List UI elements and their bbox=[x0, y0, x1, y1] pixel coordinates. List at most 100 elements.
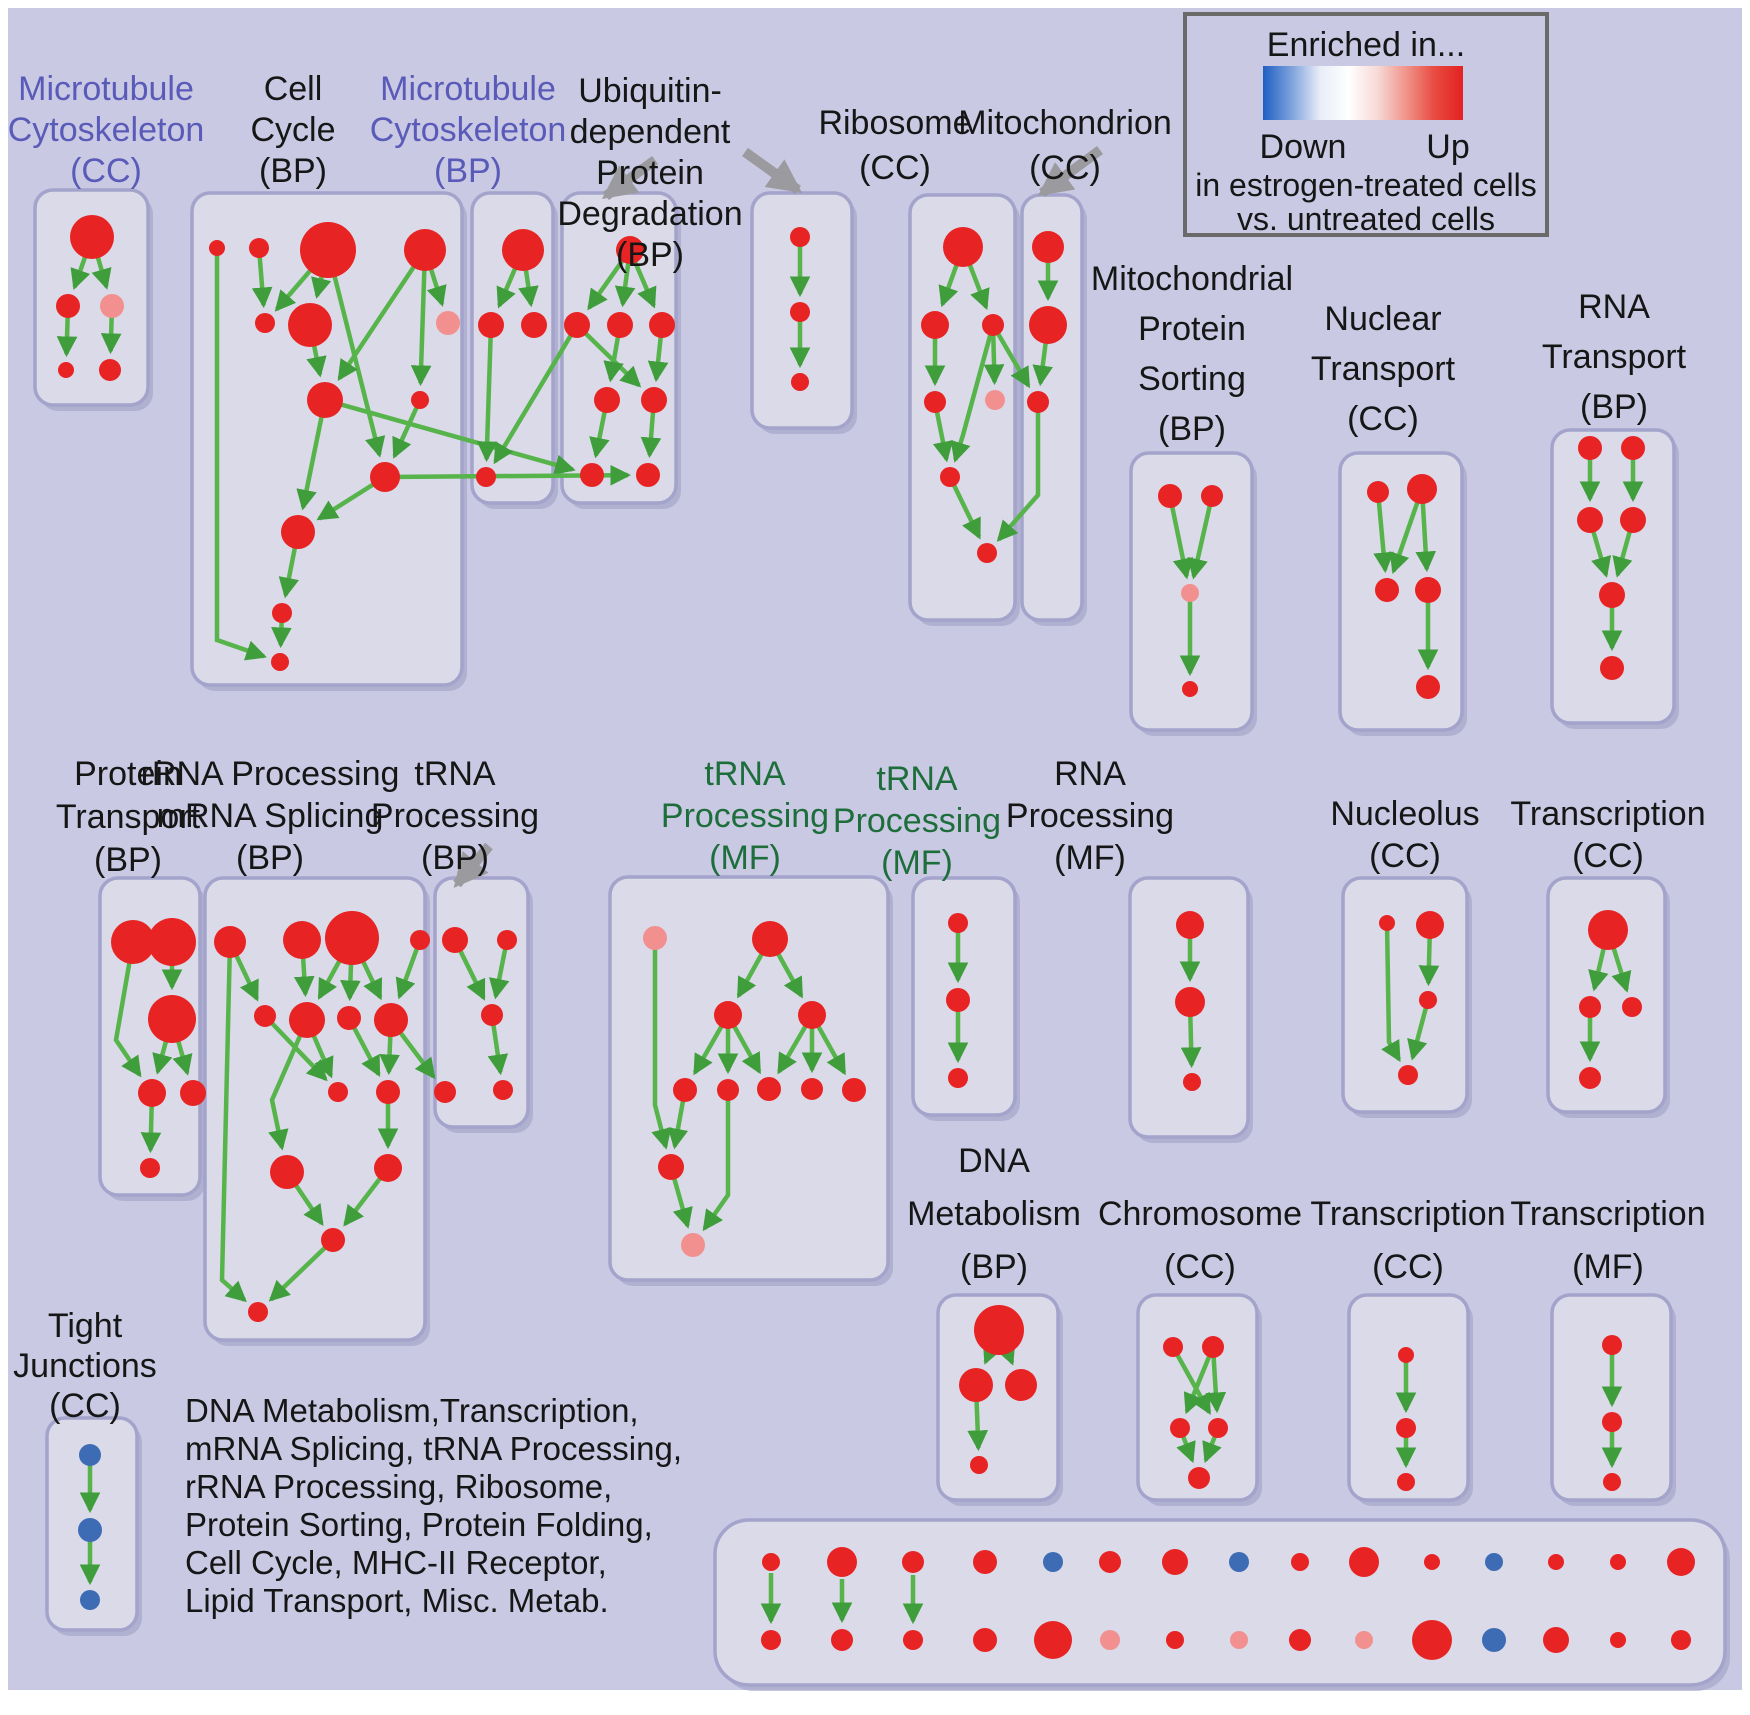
strip-node-bottom-9 bbox=[1289, 1629, 1311, 1651]
go-term-node-tb3 bbox=[481, 1004, 503, 1026]
cluster-label-line: (CC) bbox=[1372, 1248, 1444, 1286]
cluster-label-line: mRNA Splicing bbox=[157, 797, 384, 835]
cluster-box-b9 bbox=[1338, 451, 1464, 732]
cluster-label-line: Transport bbox=[1311, 350, 1456, 388]
legend-border bbox=[1183, 12, 1549, 237]
go-term-node-ub7 bbox=[580, 463, 604, 487]
cluster-label-20: Transcription (CC) bbox=[1310, 1195, 1505, 1286]
cluster-label-line: Transcription bbox=[1310, 1195, 1505, 1233]
cluster-label-line: Transcription bbox=[1510, 795, 1705, 833]
go-term-node-cc12 bbox=[272, 603, 292, 623]
go-term-node-ra1 bbox=[1578, 436, 1602, 460]
go-term-node-rr6 bbox=[289, 1002, 325, 1038]
strip-node-top-1 bbox=[762, 1553, 780, 1571]
strip-node-bottom-5 bbox=[1034, 1621, 1072, 1659]
edge-arrow bbox=[575, 323, 642, 388]
go-term-node-cc5 bbox=[255, 313, 275, 333]
go-term-node-tj1 bbox=[79, 1444, 101, 1466]
strip-node-bottom-14 bbox=[1610, 1632, 1626, 1648]
edge-arrow bbox=[410, 249, 432, 387]
cluster-label-line: (BP) bbox=[960, 1248, 1028, 1286]
edge-arrow bbox=[219, 941, 247, 1303]
go-term-node-mi1 bbox=[1032, 231, 1064, 263]
cluster-label-line: (BP) bbox=[94, 841, 162, 879]
cluster-label-line: (CC) bbox=[1572, 837, 1644, 875]
strip-node-bottom-15 bbox=[1671, 1630, 1691, 1650]
cluster-label-line: (BP) bbox=[1580, 388, 1648, 426]
strip-node-bottom-8 bbox=[1230, 1631, 1248, 1649]
go-term-node-rr10 bbox=[376, 1080, 400, 1104]
go-term-node-rb1 bbox=[943, 227, 983, 267]
go-term-node-pt2 bbox=[148, 918, 196, 966]
edge-arrow bbox=[337, 248, 427, 381]
cluster-label-line: Nuclear bbox=[1324, 300, 1441, 338]
cluster-label-8: Nuclear Transport (CC) bbox=[1311, 300, 1456, 438]
edge-arrow bbox=[324, 397, 576, 475]
legend-subtitle-2: vs. untreated cells bbox=[1237, 201, 1495, 237]
go-term-node-nt2 bbox=[1407, 474, 1437, 504]
go-term-node-cc2 bbox=[249, 238, 269, 258]
cluster-label-line: Cycle bbox=[250, 111, 335, 149]
cluster-label-line: Cytoskeleton bbox=[8, 111, 205, 149]
cluster-label-line: (BP) bbox=[1158, 410, 1226, 448]
cluster-label-22: Tight Junctions (CC) bbox=[13, 1307, 157, 1425]
go-term-node-rb3 bbox=[982, 314, 1004, 336]
go-term-node-rb7 bbox=[977, 543, 997, 563]
merged-categories-line: Lipid Transport, Misc. Metab. bbox=[185, 1582, 609, 1619]
edge-arrow bbox=[947, 476, 982, 540]
cluster-label-line: Processing bbox=[661, 797, 829, 835]
cluster-box-b21 bbox=[1347, 1293, 1470, 1502]
strip-node-bottom-11 bbox=[1412, 1620, 1452, 1660]
strip-node-bottom-1 bbox=[761, 1630, 781, 1650]
cluster-label-line: Nucleolus bbox=[1330, 795, 1479, 833]
merged-categories-line: Protein Sorting, Protein Folding, bbox=[185, 1506, 653, 1543]
go-term-node-rr12 bbox=[270, 1155, 304, 1189]
go-term-node-rr1 bbox=[214, 926, 246, 958]
edge-arrow bbox=[1407, 999, 1431, 1061]
strip-node-top-11 bbox=[1424, 1554, 1440, 1570]
cluster-label-line: (BP) bbox=[421, 839, 489, 877]
go-term-node-cc8 bbox=[307, 382, 343, 418]
go-term-node-nu4 bbox=[1398, 1065, 1418, 1085]
cluster-label-line: RNA bbox=[1578, 288, 1650, 326]
go-term-node-p3 bbox=[1183, 1073, 1201, 1091]
go-term-node-nu3 bbox=[1419, 991, 1437, 1009]
go-term-node-h1 bbox=[948, 913, 968, 933]
go-term-node-ra4 bbox=[1620, 507, 1646, 533]
go-term-nodes bbox=[56, 215, 1646, 1610]
edge-arrow bbox=[392, 399, 423, 459]
go-term-node-p1 bbox=[1176, 911, 1204, 939]
go-term-node-rr7 bbox=[337, 1006, 361, 1030]
cluster-label-line: (CC) bbox=[1347, 400, 1419, 438]
go-term-node-h3 bbox=[948, 1068, 968, 1088]
go-term-node-tb5 bbox=[434, 1081, 456, 1103]
legend-down-label: Down bbox=[1260, 128, 1347, 166]
go-term-node-pt3 bbox=[148, 995, 196, 1043]
strip-node-top-7 bbox=[1162, 1549, 1188, 1575]
strip-node-top-3 bbox=[902, 1551, 924, 1573]
cluster-label-line: Microtubule bbox=[18, 70, 194, 108]
go-term-node-mi3 bbox=[1027, 391, 1049, 413]
go-term-node-ch3 bbox=[1170, 1418, 1190, 1438]
label-pointer-arrow-4 bbox=[453, 842, 493, 888]
go-term-node-tb4 bbox=[493, 1080, 513, 1100]
cluster-label-line: Transport bbox=[1542, 338, 1687, 376]
go-term-node-tm3 bbox=[1603, 1473, 1621, 1491]
go-term-node-mb4 bbox=[476, 467, 496, 487]
cluster-label-line: (CC) bbox=[859, 149, 931, 187]
go-term-node-rr14 bbox=[248, 1302, 268, 1322]
merged-categories-line: mRNA Splicing, tRNA Processing, bbox=[185, 1430, 682, 1467]
go-term-node-rr13 bbox=[321, 1228, 345, 1252]
cluster-label-line: (CC) bbox=[49, 1387, 121, 1425]
cluster-label-line: Tight bbox=[48, 1307, 123, 1345]
cluster-label-line: (MF) bbox=[881, 844, 953, 882]
go-term-node-cc9 bbox=[411, 391, 429, 409]
cluster-label-line: Ribosome bbox=[818, 104, 971, 142]
cluster-labels: Microtubule Cytoskeleton (CC)Cell Cycle (BP)… bbox=[8, 70, 1706, 1425]
edge-arrow bbox=[1167, 495, 1194, 580]
legend-title: Enriched in... bbox=[1267, 26, 1465, 64]
go-term-node-g11 bbox=[681, 1233, 705, 1257]
go-term-node-mtcc2 bbox=[56, 294, 80, 318]
